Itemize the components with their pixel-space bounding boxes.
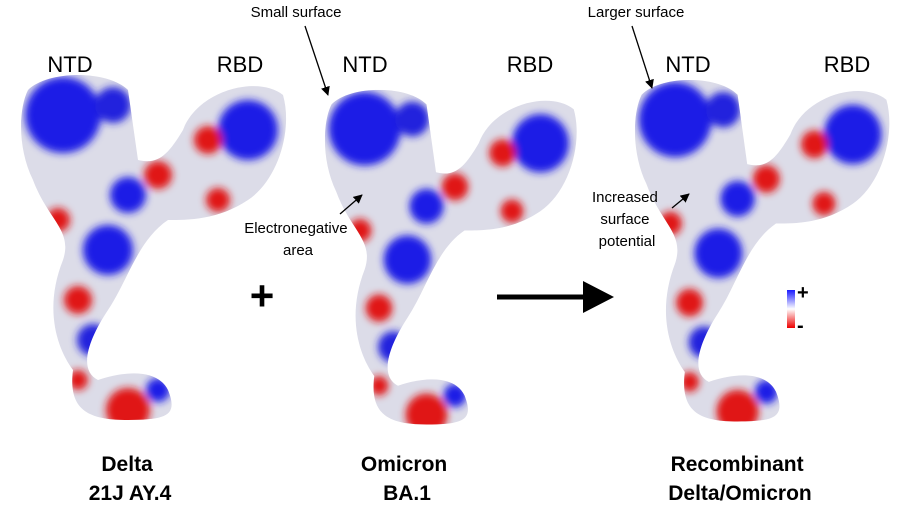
- plus-sign: +: [250, 272, 275, 319]
- annotation-arrow: [631, 25, 654, 89]
- rbd-label: RBD: [217, 52, 263, 77]
- ntd-label: NTD: [665, 52, 710, 77]
- annotation-arrow: [671, 193, 690, 209]
- recombinant-surface: [632, 75, 901, 433]
- delta-surface: [18, 70, 298, 432]
- legend-colorbar: [787, 290, 795, 328]
- legend-negative: -: [797, 315, 804, 337]
- annotation-arrow: [304, 25, 330, 96]
- caption: Recombinant Delta/Omicron: [668, 453, 812, 505]
- annotation: Increased surface potential: [592, 189, 662, 250]
- annotation: Small surface: [251, 4, 342, 21]
- annotation: Electronegative area: [244, 220, 352, 259]
- transition-arrowhead: [583, 281, 614, 313]
- annotation: Larger surface: [588, 4, 685, 21]
- ntd-label: NTD: [47, 52, 92, 77]
- caption: Delta 21J AY.4: [89, 453, 172, 505]
- caption: Omicron BA.1: [361, 453, 453, 505]
- rbd-label: RBD: [824, 52, 870, 77]
- rbd-label: RBD: [507, 52, 553, 77]
- annotation-arrow: [339, 194, 363, 215]
- legend-positive: +: [797, 282, 809, 304]
- ntd-label: NTD: [342, 52, 387, 77]
- omicron-surface: [322, 85, 588, 436]
